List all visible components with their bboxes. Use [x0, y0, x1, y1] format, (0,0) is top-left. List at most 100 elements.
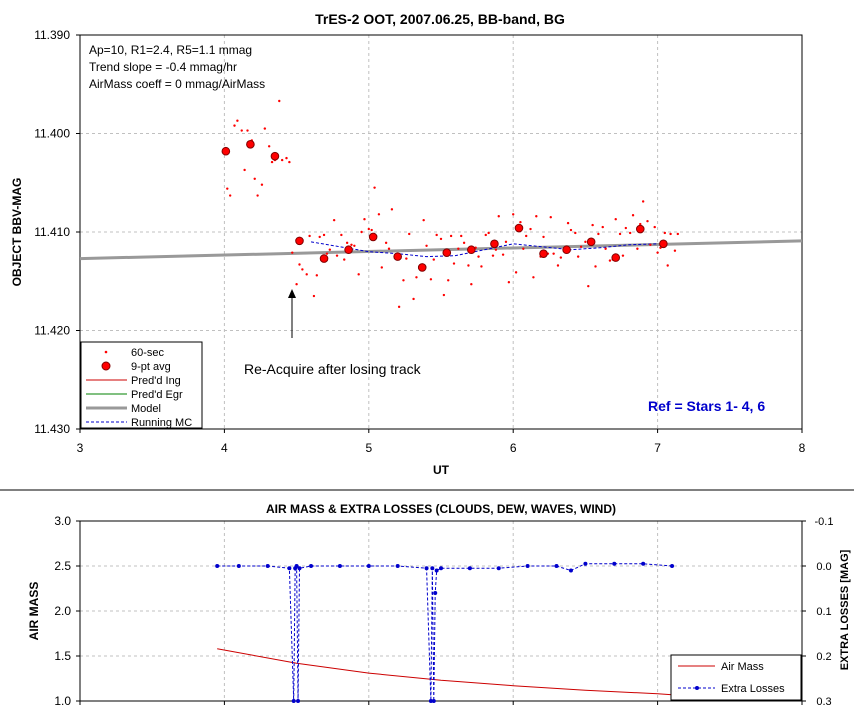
point-60sec	[412, 297, 415, 301]
point-60sec	[373, 186, 376, 189]
point-60sec	[370, 228, 373, 232]
extra-losses-point	[568, 568, 573, 573]
bottom-right-y-tick-label: -0.1	[815, 516, 834, 528]
extra-losses-point	[428, 699, 433, 703]
reference-stars-label: Ref = Stars 1- 4, 6	[648, 398, 765, 414]
point-60sec	[624, 226, 628, 230]
extra-losses-point	[265, 564, 270, 568]
point-60sec	[435, 233, 438, 237]
point-60sec	[322, 233, 326, 237]
point-60sec	[542, 235, 545, 239]
extra-losses-point	[554, 564, 559, 568]
top-y-ticks: 11.390 11.400 11.410 11.420 11.430	[34, 28, 80, 436]
point-60sec	[621, 254, 625, 257]
point-60sec	[278, 99, 281, 103]
point-9pt-avg	[442, 248, 452, 257]
point-9pt-avg	[344, 245, 353, 255]
point-9pt-avg	[490, 239, 499, 249]
top-y-tick-label: 11.390	[34, 28, 70, 42]
annotation-arrow-head	[288, 289, 296, 298]
point-9pt-avg	[562, 245, 571, 255]
point-60sec	[649, 243, 652, 247]
info-line-3: AirMass coeff = 0 mmag/AirMass	[89, 77, 265, 91]
point-60sec	[318, 235, 321, 239]
point-60sec	[377, 213, 381, 216]
point-60sec	[228, 194, 232, 197]
point-9pt-avg	[368, 232, 378, 242]
point-60sec	[532, 276, 535, 279]
point-60sec	[312, 294, 316, 298]
point-60sec	[559, 256, 563, 259]
point-60sec	[442, 293, 446, 297]
point-60sec	[280, 158, 284, 162]
point-60sec	[335, 254, 339, 257]
point-60sec	[480, 265, 483, 268]
extra-losses-point	[366, 564, 371, 568]
point-60sec	[452, 262, 456, 265]
legend-60sec-label: 60-sec	[131, 347, 165, 359]
point-60sec	[449, 234, 453, 238]
point-9pt-avg	[635, 224, 645, 234]
point-60sec	[432, 258, 435, 261]
top-x-tick-label: 5	[365, 441, 372, 455]
bottom-chart-title: AIR MASS & EXTRA LOSSES (CLOUDS, DEW, WA…	[266, 502, 616, 516]
extra-losses-point	[439, 566, 443, 571]
point-60sec	[315, 274, 319, 277]
point-60sec	[397, 305, 401, 309]
point-60sec	[457, 247, 460, 250]
point-60sec	[439, 237, 443, 241]
point-60sec	[357, 273, 360, 276]
point-9pt-avg	[611, 253, 621, 262]
point-60sec	[666, 264, 669, 267]
point-60sec	[447, 279, 450, 282]
point-60sec	[240, 129, 243, 132]
point-60sec	[504, 240, 508, 244]
point-9pt-avg	[221, 146, 231, 156]
point-60sec	[256, 194, 259, 197]
point-60sec	[429, 278, 433, 281]
legend-ingress-label: Pred'd Ing	[131, 375, 181, 387]
point-60sec	[477, 255, 480, 258]
point-60sec	[415, 276, 418, 279]
extra-losses-point	[395, 564, 400, 568]
bottom-left-y-tick-label: 1.0	[54, 694, 71, 708]
top-y-tick-label: 11.420	[34, 324, 70, 338]
extra-losses-point	[431, 699, 436, 703]
point-60sec	[646, 219, 649, 223]
point-60sec	[584, 240, 587, 244]
point-60sec	[601, 225, 604, 229]
point-60sec	[552, 252, 555, 255]
top-x-tick-label: 8	[799, 441, 806, 455]
point-60sec	[308, 234, 311, 238]
bottom-legend-box	[670, 654, 802, 701]
bottom-series-group	[215, 561, 675, 703]
point-60sec	[305, 273, 308, 276]
extra-losses-point	[670, 564, 675, 568]
extra-losses-point	[641, 561, 646, 566]
point-60sec	[574, 231, 577, 235]
point-60sec	[641, 200, 645, 203]
point-60sec	[345, 241, 349, 245]
extra-losses-point	[525, 564, 530, 568]
extra-losses-point	[612, 561, 617, 566]
bottom-left-y-tick-label: 1.5	[54, 649, 71, 663]
point-60sec	[653, 225, 656, 229]
bottom-right-y-tick-label: 0.0	[816, 561, 831, 573]
point-60sec	[487, 231, 490, 235]
bottom-left-y-ticks: 3.0 2.5 2.0 1.5 1.0	[54, 514, 80, 708]
point-9pt-avg	[659, 239, 668, 249]
point-60sec	[491, 254, 495, 257]
point-60sec	[343, 258, 346, 261]
point-60sec	[618, 232, 622, 236]
point-60sec	[328, 248, 332, 251]
point-60sec	[233, 124, 236, 127]
point-60sec	[636, 247, 639, 250]
extra-losses-point	[287, 566, 292, 571]
bottom-right-y-axis-label: EXTRA LOSSES [MAG]	[839, 549, 851, 670]
extra-losses-point	[434, 568, 439, 573]
point-60sec	[497, 215, 500, 218]
point-9pt-avg	[319, 254, 329, 263]
point-60sec	[524, 234, 528, 238]
point-9pt-avg	[467, 245, 476, 255]
